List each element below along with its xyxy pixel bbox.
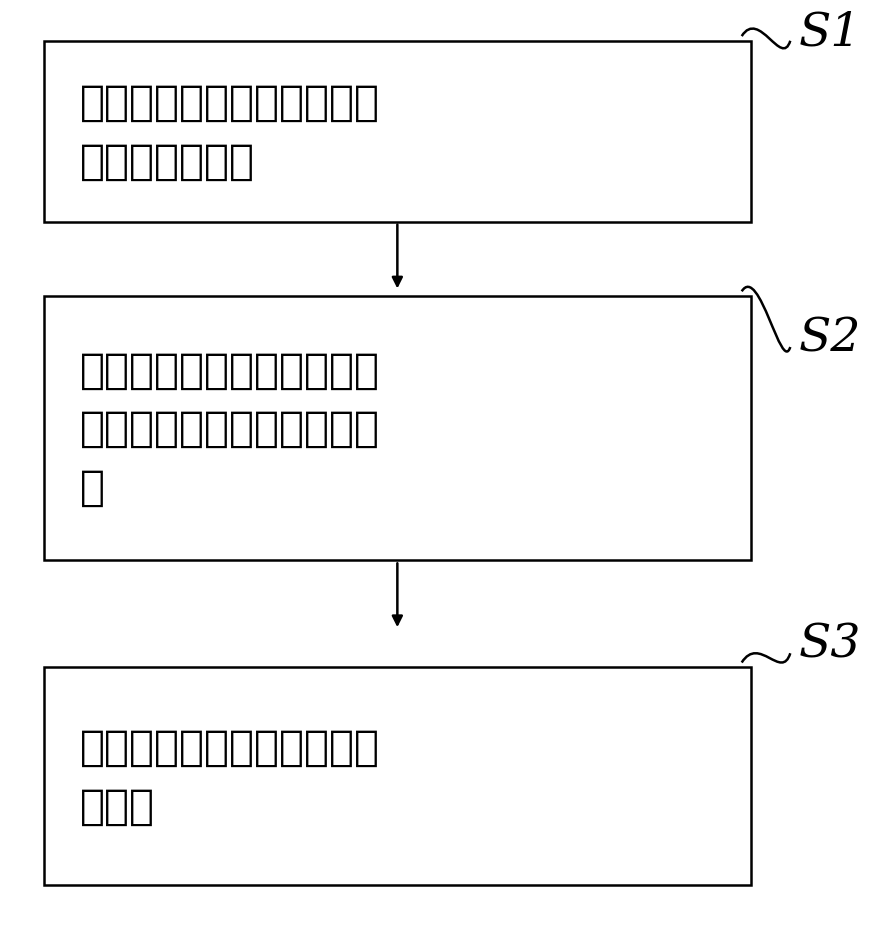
Text: 将球囊导管的导管体放在上
下合模的模具中: 将球囊导管的导管体放在上 下合模的模具中 [79, 82, 380, 183]
Text: S3: S3 [799, 622, 862, 667]
Text: 对导管体的预成形部位加热
并通入高压气体，吹出球囊
体: 对导管体的预成形部位加热 并通入高压气体，吹出球囊 体 [79, 349, 380, 508]
Text: S1: S1 [799, 10, 862, 55]
Text: S2: S2 [799, 316, 862, 361]
Text: 将球囊导管与连接支撑部组
装固定: 将球囊导管与连接支撑部组 装固定 [79, 726, 380, 827]
Bar [44, 42, 751, 222]
Bar [44, 297, 751, 561]
Bar [44, 667, 751, 885]
